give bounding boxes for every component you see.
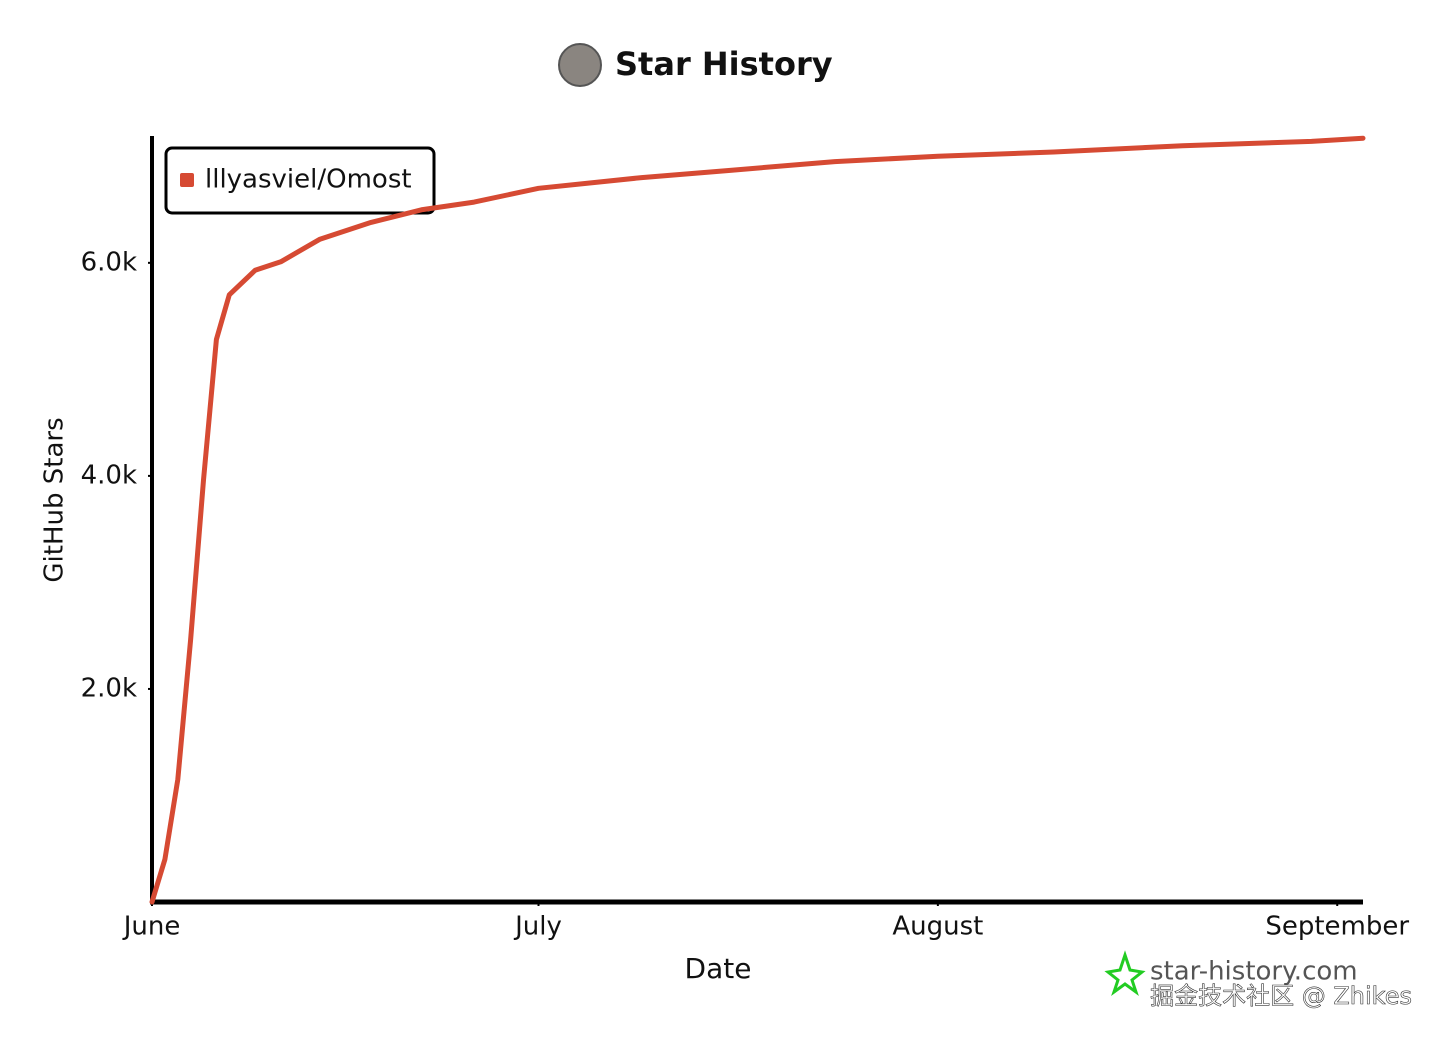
y-axis-label: GitHub Stars <box>40 417 70 582</box>
series-line <box>149 135 1366 905</box>
legend-swatch <box>180 173 194 187</box>
y-tick-label: 2.0k <box>81 673 137 703</box>
legend-label: lllyasviel/Omost <box>205 165 412 195</box>
logo <box>1104 950 1146 996</box>
watermark-site: star-history.com <box>1150 957 1358 987</box>
legend-box <box>164 146 436 215</box>
x-tick-label: July <box>513 912 562 942</box>
y-tick-label: 6.0k <box>81 247 137 277</box>
y-tick-label: 4.0k <box>81 460 137 490</box>
watermark: 掘金技术社区 @ Zhikes <box>1150 982 1412 1010</box>
chart-title: Star History <box>615 45 833 83</box>
x-tick-label: August <box>892 912 983 942</box>
x-tick-label: September <box>1265 912 1409 942</box>
avatar <box>558 43 602 87</box>
x-tick-label: June <box>122 912 181 942</box>
x-axis-label: Date <box>685 952 752 985</box>
